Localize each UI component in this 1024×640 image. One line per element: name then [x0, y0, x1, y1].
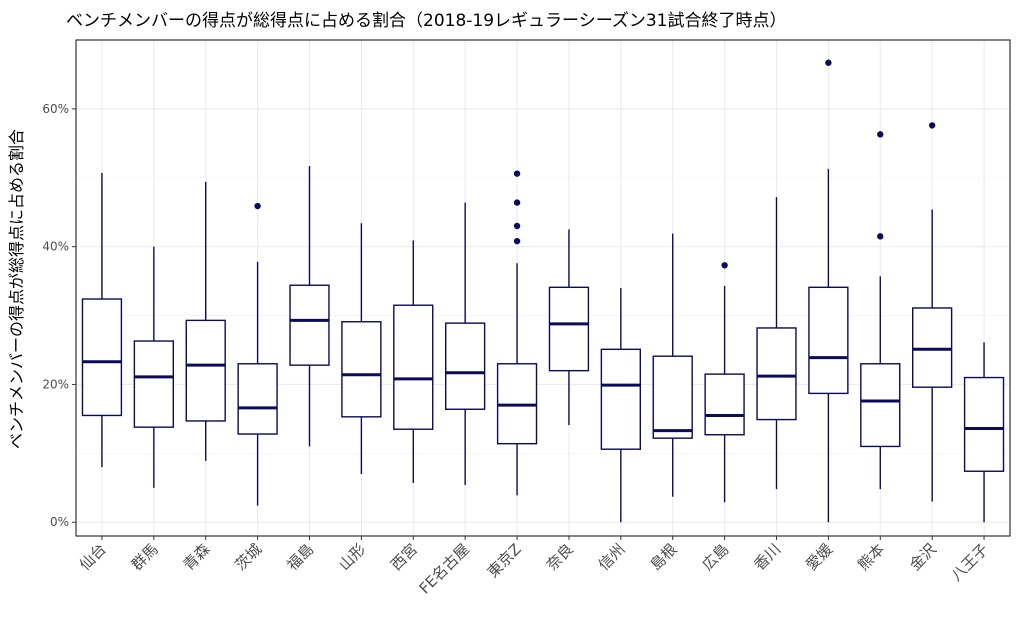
outlier-point — [825, 59, 832, 66]
box-茨城 — [237, 202, 278, 506]
x-tick-label: 仙台 — [76, 540, 110, 574]
y-tick-label: 0% — [50, 515, 69, 529]
box-山形 — [341, 223, 382, 474]
box-福島 — [289, 166, 330, 447]
box-島根 — [652, 233, 693, 497]
box-香川 — [756, 197, 797, 490]
x-tick-label: 金沢 — [906, 540, 940, 574]
box-FE名古屋 — [445, 202, 486, 486]
outlier-point — [513, 170, 521, 177]
iqr-box — [860, 363, 901, 448]
iqr-box — [445, 322, 486, 410]
outlier-point — [513, 237, 521, 245]
box-青森 — [185, 181, 226, 461]
x-tick-label: 広島 — [698, 540, 732, 574]
x-tick-label: 青森 — [180, 540, 214, 574]
x-tick-label: 信州 — [595, 540, 629, 574]
iqr-box — [341, 321, 382, 418]
box-奈良 — [548, 229, 590, 426]
x-tick-label: 奈良 — [543, 540, 577, 574]
iqr-box — [393, 304, 434, 430]
iqr-box — [912, 307, 953, 388]
box-金沢 — [912, 122, 953, 502]
chart-title: ベンチメンバーの得点が総得点に占める割合（2018-19レギュラーシーズン31試… — [66, 11, 787, 31]
iqr-box — [652, 355, 693, 439]
outlier-point — [877, 131, 884, 138]
x-tick-label: 八王子 — [947, 540, 992, 585]
panel-border — [75, 39, 1011, 537]
iqr-box — [289, 284, 330, 366]
box-愛媛 — [808, 59, 849, 523]
iqr-box — [81, 298, 123, 417]
box-群馬 — [133, 246, 174, 488]
x-tick-label: 島根 — [647, 540, 681, 574]
x-tick-label: 山形 — [335, 540, 369, 574]
box-西宮 — [393, 240, 434, 483]
iqr-box — [756, 327, 797, 421]
box-広島 — [704, 262, 745, 503]
box-仙台 — [81, 172, 123, 468]
x-tick-label: FE名古屋 — [416, 540, 473, 597]
iqr-box — [808, 286, 849, 395]
iqr-box — [548, 286, 590, 372]
box-信州 — [600, 288, 641, 523]
outlier-point — [513, 199, 521, 206]
y-axis-title: ベンチメンバーの得点が総得点に占める割合 — [7, 129, 26, 449]
iqr-box — [704, 373, 745, 436]
box-八王子 — [963, 342, 1005, 523]
box-熊本 — [860, 131, 901, 490]
x-tick-label: 熊本 — [854, 540, 888, 574]
y-tick-label: 60% — [42, 102, 69, 116]
x-tick-label: 愛媛 — [802, 540, 836, 574]
iqr-box — [185, 319, 226, 422]
outlier-point — [254, 202, 261, 210]
x-tick-label: 西宮 — [387, 540, 421, 574]
iqr-box — [600, 348, 641, 450]
outlier-point — [928, 122, 936, 129]
x-tick-label: 福島 — [283, 540, 317, 574]
iqr-box — [963, 376, 1005, 472]
x-tick-label: 香川 — [750, 540, 784, 574]
x-tick-label: 東京Z — [484, 540, 525, 581]
outlier-point — [721, 262, 728, 269]
x-tick-label: 茨城 — [231, 540, 265, 574]
outlier-point — [513, 222, 521, 230]
outlier-point — [877, 233, 884, 240]
y-tick-label: 20% — [42, 377, 69, 391]
iqr-box — [133, 340, 174, 428]
x-tick-label: 群馬 — [128, 540, 162, 574]
iqr-box — [237, 363, 278, 435]
box-東京Z — [496, 170, 538, 496]
y-tick-label: 40% — [42, 240, 69, 254]
